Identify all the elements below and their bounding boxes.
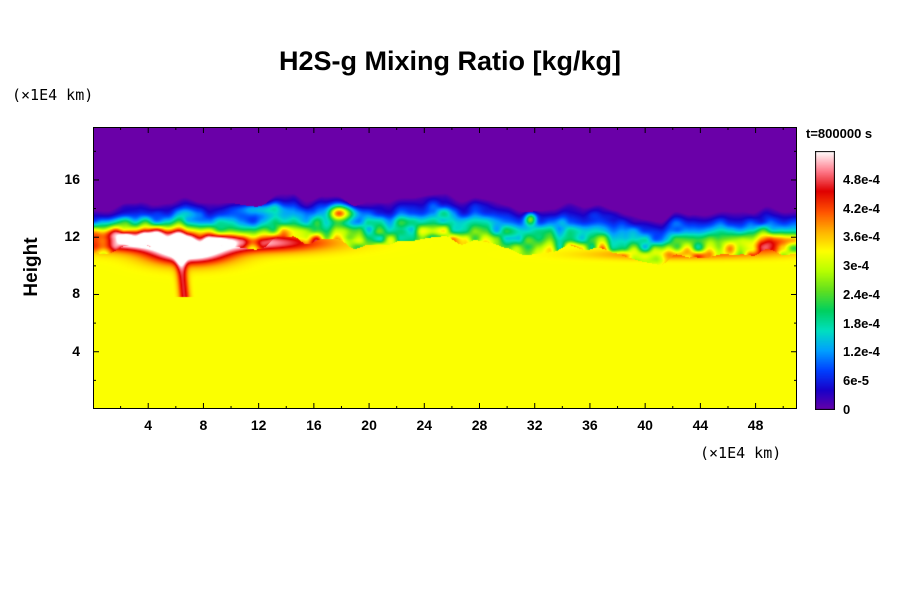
x-tick-label: 4 [144,417,153,433]
colorbar-tick-label: 3e-4 [843,258,870,274]
x-tick-label: 48 [747,417,764,433]
x-tick-label: 12 [250,417,267,433]
colorbar-tick-label: 4.2e-4 [843,200,880,216]
x-tick-label: 32 [526,417,543,433]
x-tick-label: 40 [637,417,653,433]
y-tick-label: 16 [64,170,80,187]
y-tick-label: 8 [72,285,80,302]
colorbar [815,151,835,410]
heatmap-plot-area [93,127,797,409]
x-tick-label: 8 [199,417,208,433]
y-axis-unit: (×1E4 km) [12,86,94,104]
x-tick-label: 28 [471,417,488,433]
x-tick-label: 20 [361,417,377,433]
colorbar-tick-label: 1.8e-4 [843,315,880,331]
colorbar-tick-label: 6e-5 [843,373,870,389]
colorbar-tick-label: 2.4e-4 [843,286,880,302]
y-tick-label: 4 [72,342,80,359]
colorbar-tick-label: 0 [843,402,851,417]
chart-title: H2S-g Mixing Ratio [kg/kg] [278,46,621,76]
colorbar-tick-label: 4.8e-4 [843,171,880,187]
x-tick-label: 16 [306,417,322,433]
x-axis-unit: (×1E4 km) [700,444,782,462]
time-label: t=800000 s [806,126,873,141]
x-tick-label: 24 [416,417,433,433]
colorbar-tick-label: 3.6e-4 [843,229,880,245]
x-tick-label: 44 [692,417,709,433]
y-tick-label: 12 [64,228,80,245]
x-tick-label: 36 [582,417,598,433]
colorbar-tick-label: 1.2e-4 [843,344,880,360]
